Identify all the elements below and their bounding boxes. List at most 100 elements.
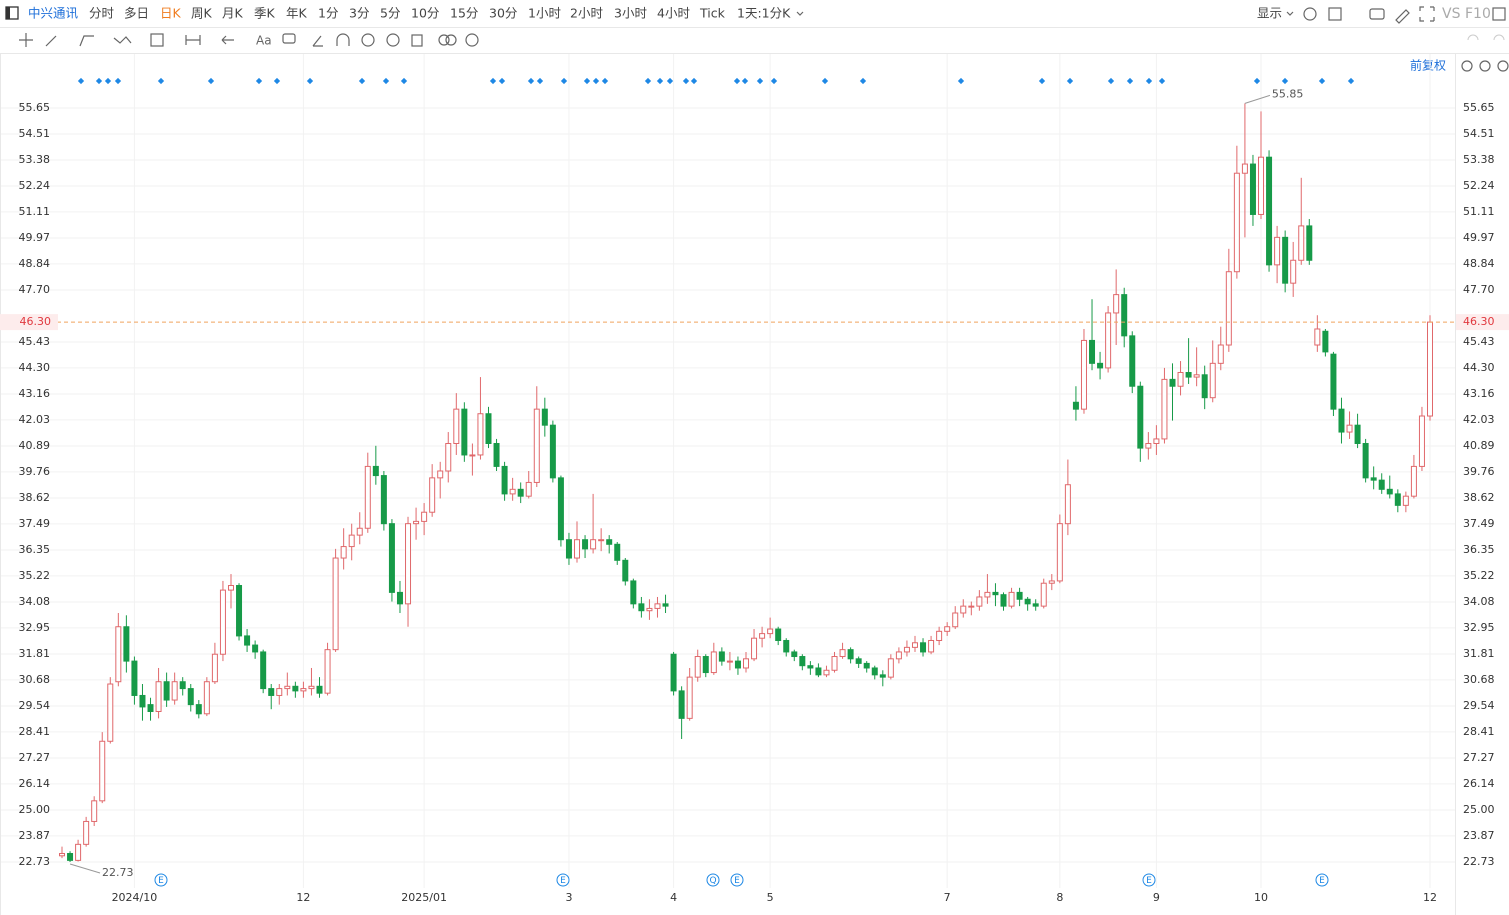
period-tab[interactable]: 季K: [254, 6, 276, 21]
candle-body: [1241, 163, 1248, 174]
candle-body: [380, 475, 387, 525]
candle-body: [421, 511, 428, 522]
candle-body: [759, 633, 766, 639]
camera-icon[interactable]: [1369, 8, 1385, 20]
candle-body: [598, 539, 605, 542]
candle-body: [1040, 582, 1047, 607]
period-tab[interactable]: 4小时: [657, 6, 690, 21]
candle-body: [83, 820, 90, 845]
candle-body: [1225, 271, 1232, 346]
candle-body: [831, 656, 838, 671]
period-tab[interactable]: 1分: [318, 6, 338, 21]
wave-tool[interactable]: [113, 36, 132, 44]
last-price-box: [1456, 314, 1509, 331]
candle-body: [356, 527, 363, 536]
settings-tool[interactable]: [465, 33, 479, 47]
candle-body: [123, 626, 130, 662]
candle-body: [1338, 408, 1345, 433]
note-tool[interactable]: [282, 33, 296, 44]
panel-icon[interactable]: [1492, 7, 1506, 21]
period-tab[interactable]: 3小时: [614, 6, 647, 21]
period-tab[interactable]: 3分: [349, 6, 369, 21]
period-tab[interactable]: 15分: [450, 6, 478, 21]
candle-body: [871, 667, 878, 676]
y-tick-label-right: 52.24: [1463, 179, 1495, 192]
measure-tool[interactable]: [150, 33, 164, 47]
period-tab[interactable]: 多日: [124, 6, 149, 21]
text-tool[interactable]: Aa: [256, 34, 272, 48]
y-tick-label: 43.16: [19, 387, 51, 400]
symbol[interactable]: 中兴通讯: [28, 6, 79, 21]
period-tab[interactable]: 分时: [89, 6, 115, 21]
period-tab[interactable]: 月K: [222, 6, 244, 21]
display-menu[interactable]: 显示: [1257, 6, 1282, 21]
link-tool[interactable]: [445, 34, 457, 46]
range-select[interactable]: 1天:1分K: [737, 6, 791, 21]
candle-body: [976, 596, 983, 607]
candle-body: [944, 626, 951, 632]
candle-body: [1330, 353, 1337, 410]
f10-button[interactable]: F10: [1465, 6, 1491, 22]
zoom-in-icon[interactable]: [1497, 60, 1509, 72]
period-tab[interactable]: 周K: [191, 6, 213, 21]
period-tab[interactable]: Tick: [699, 6, 726, 21]
candle-body: [1121, 294, 1128, 337]
y-tick-label-right: 25.00: [1463, 803, 1495, 816]
candle-body: [501, 465, 508, 495]
event-marker-label[interactable]: E: [560, 876, 566, 886]
settings-icon[interactable]: [1303, 7, 1317, 21]
candle-body: [694, 656, 701, 678]
candle-body: [654, 603, 661, 609]
compare-button[interactable]: VS: [1442, 6, 1461, 22]
undo-icon[interactable]: [1467, 34, 1479, 41]
candle-body: [678, 690, 685, 719]
line-tool[interactable]: [45, 35, 57, 47]
candle-body: [1306, 225, 1313, 261]
fullscreen-icon[interactable]: [1419, 6, 1435, 22]
candle-body: [276, 688, 283, 696]
delete-tool[interactable]: [411, 34, 423, 47]
candle-body: [614, 543, 621, 561]
candle-body: [1282, 236, 1289, 284]
event-marker-label[interactable]: E: [1319, 876, 1325, 886]
angle-tool[interactable]: [312, 35, 323, 47]
reset-icon[interactable]: [1461, 60, 1473, 72]
channel-tool[interactable]: [79, 35, 94, 47]
cycle-tool[interactable]: [361, 33, 375, 47]
period-tab[interactable]: 日K: [160, 6, 182, 21]
arc-tool[interactable]: [336, 33, 350, 46]
zoom-out-icon[interactable]: [1479, 60, 1491, 72]
redo-icon[interactable]: [1493, 34, 1505, 41]
period-tab[interactable]: 年K: [286, 6, 308, 21]
candle-body: [429, 477, 436, 513]
event-marker: [154, 873, 168, 887]
y-tick-label-right: 40.89: [1463, 439, 1495, 452]
candle-body: [839, 649, 846, 658]
range-tool[interactable]: [185, 35, 201, 45]
adjust-mode[interactable]: 前复权: [1410, 58, 1446, 73]
event-marker-label[interactable]: E: [734, 876, 740, 886]
y-tick-label: 42.03: [19, 413, 51, 426]
period-tab[interactable]: 1小时: [528, 6, 561, 21]
candle-body: [67, 853, 74, 861]
event-marker-label[interactable]: Q: [709, 876, 716, 886]
candle-body: [445, 443, 452, 472]
target-tool[interactable]: [386, 33, 400, 47]
x-tick-label: 3: [565, 891, 572, 904]
pen-icon[interactable]: [1395, 9, 1410, 24]
y-tick-label: 47.70: [19, 283, 51, 296]
layout-icon[interactable]: [1328, 7, 1342, 21]
event-marker-label[interactable]: E: [1146, 876, 1152, 886]
arrow-tool[interactable]: [221, 35, 234, 45]
candle-body: [348, 534, 355, 548]
period-tab[interactable]: 5分: [380, 6, 400, 21]
link-tool[interactable]: [438, 34, 450, 46]
candle-body: [1097, 362, 1104, 369]
y-tick-label-right: 32.95: [1463, 621, 1495, 634]
period-tab[interactable]: 30分: [489, 6, 517, 21]
move-tool[interactable]: [19, 33, 33, 47]
period-tab[interactable]: 2小时: [570, 6, 603, 21]
period-tab[interactable]: 10分: [411, 6, 439, 21]
candle-body: [887, 658, 894, 678]
event-marker-label[interactable]: E: [158, 876, 164, 886]
